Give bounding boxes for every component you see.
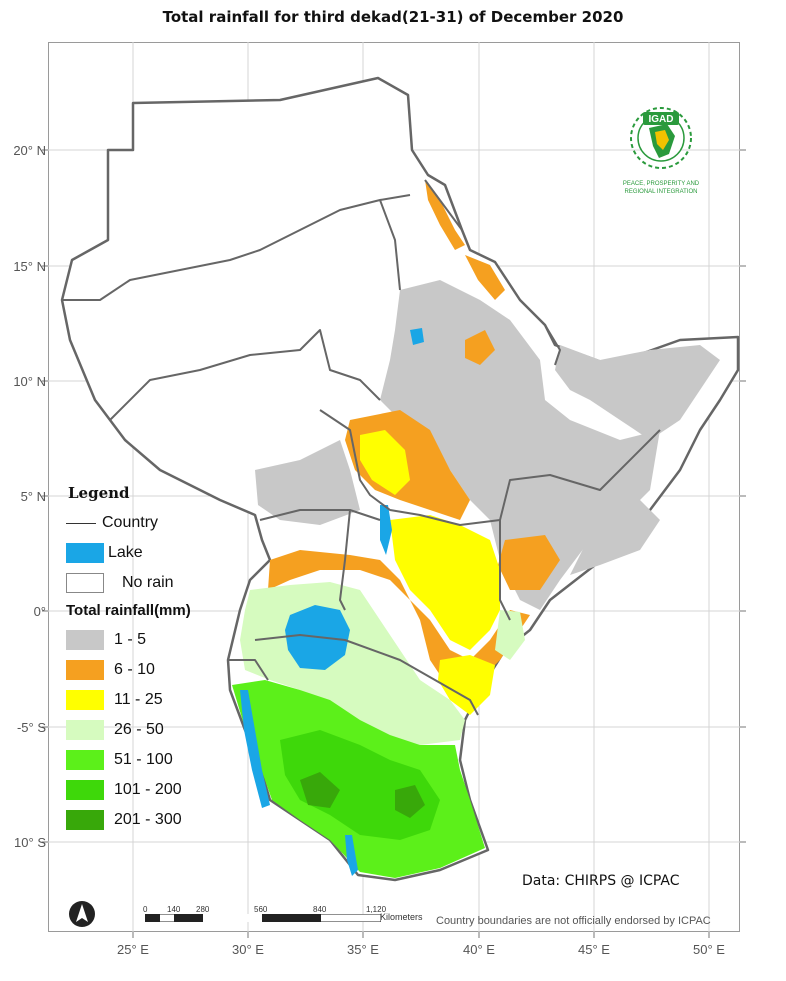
rain-class-1-5 (255, 280, 720, 610)
scale-tick-140: 140 (167, 905, 181, 914)
legend-class-swatch (66, 630, 104, 650)
data-credit: Data: CHIRPS @ ICPAC (522, 873, 680, 889)
lake-swatch (66, 543, 104, 563)
lon-label-40e: 40° E (463, 942, 495, 957)
legend-class-label: 11 - 25 (114, 691, 163, 708)
lake-turkana (380, 505, 392, 555)
scale-unit: Kilometers (380, 912, 423, 922)
lat-label-5n: 5° N (20, 489, 46, 504)
legend-country-label: Country (102, 514, 159, 531)
country-line-symbol (66, 522, 96, 524)
legend-rainfall-title: Total rainfall(mm) (66, 602, 191, 619)
legend-class-swatch (66, 720, 104, 740)
legend-country: Country (62, 508, 191, 538)
lat-label-0: 0° (33, 604, 46, 619)
legend-class-swatch (66, 810, 104, 830)
scale-tick-840: 840 (313, 905, 327, 914)
legend-class-row: 101 - 200 (62, 775, 191, 805)
legend-class-label: 26 - 50 (114, 721, 164, 738)
lake-tanganyika (240, 690, 270, 808)
lon-label-50e: 50° E (693, 942, 725, 957)
tick-marks (42, 149, 746, 938)
legend-no-rain-label: No rain (122, 574, 174, 591)
disclaimer: Country boundaries are not officially en… (436, 915, 711, 927)
rain-class-201-300 (300, 772, 425, 818)
logo-motto-line2: REGIONAL INTEGRATION (624, 189, 698, 195)
legend-lake: Lake (62, 538, 191, 568)
legend-class-row: 201 - 300 (62, 805, 191, 835)
scale-tick-560: 560 (254, 905, 268, 914)
scale-bar (145, 914, 381, 922)
map-title: Total rainfall for third dekad(21-31) of… (162, 8, 624, 26)
lat-label-20n: 20° N (13, 143, 46, 158)
legend: Legend Country Lake No rain Total rainfa… (62, 484, 191, 835)
lat-label-10s: 10° S (14, 835, 46, 850)
legend-classes: 1 - 5 6 - 10 11 - 25 26 - 50 51 - 100 101 - 2… (62, 625, 191, 835)
legend-title: Legend (68, 484, 130, 502)
legend-class-swatch (66, 690, 104, 710)
legend-class-label: 101 - 200 (114, 781, 182, 798)
lon-label-25e: 25° E (117, 942, 149, 957)
legend-class-swatch (66, 750, 104, 770)
lat-label-15n: 15° N (13, 259, 46, 274)
scale-tick-280: 280 (196, 905, 210, 914)
lat-label-5s: -5° S (16, 720, 46, 735)
legend-class-row: 26 - 50 (62, 715, 191, 745)
lon-label-45e: 45° E (578, 942, 610, 957)
legend-class-swatch (66, 660, 104, 680)
legend-class-row: 6 - 10 (62, 655, 191, 685)
igad-logo: IGAD (630, 107, 692, 169)
legend-lake-label: Lake (108, 544, 143, 561)
legend-class-label: 201 - 300 (114, 811, 182, 828)
country-borders (62, 179, 661, 716)
logo-motto-line1: PEACE, PROSPERITY AND (622, 181, 700, 187)
rain-class-11-25 (360, 430, 500, 715)
legend-class-label: 6 - 10 (114, 661, 155, 678)
no-rain-swatch (66, 573, 104, 593)
lat-label-10n: 10° N (13, 374, 46, 389)
legend-class-swatch (66, 780, 104, 800)
legend-class-row: 11 - 25 (62, 685, 191, 715)
logo-name: IGAD (649, 114, 674, 125)
lon-label-35e: 35° E (347, 942, 379, 957)
legend-class-label: 51 - 100 (114, 751, 173, 768)
lon-label-30e: 30° E (232, 942, 264, 957)
scale-tick-0: 0 (143, 905, 148, 914)
logo-motto: PEACE, PROSPERITY AND REGIONAL INTEGRATI… (616, 180, 706, 196)
lake-malawi (345, 835, 358, 876)
legend-class-row: 51 - 100 (62, 745, 191, 775)
north-arrow-icon (69, 901, 95, 927)
lake-tana (410, 328, 424, 345)
legend-no-rain: No rain (62, 568, 191, 598)
legend-class-row: 1 - 5 (62, 625, 191, 655)
legend-class-label: 1 - 5 (114, 631, 147, 648)
scale-tick-1120: 1,120 (366, 905, 387, 914)
